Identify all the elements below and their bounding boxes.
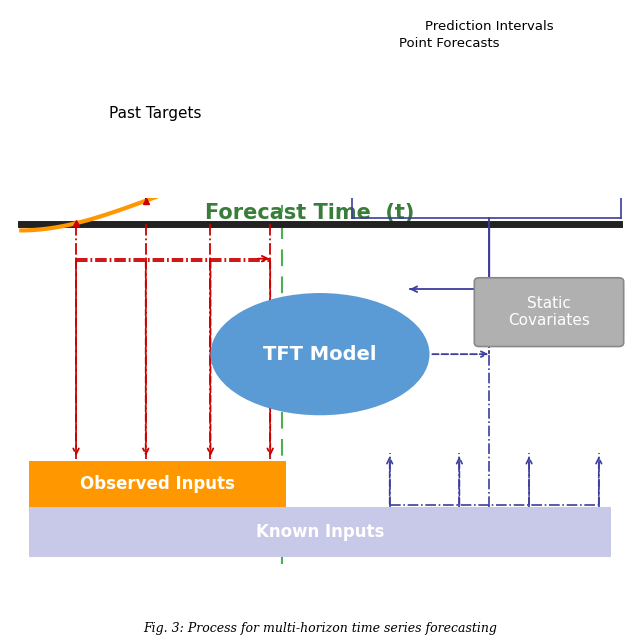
Text: Known Inputs: Known Inputs <box>256 523 384 541</box>
Text: TFT Model: TFT Model <box>263 345 377 363</box>
Text: Past Targets: Past Targets <box>109 106 202 121</box>
Text: Fig. 3: Process for multi-horizon time series forecasting: Fig. 3: Process for multi-horizon time s… <box>143 621 497 634</box>
Text: Prediction Intervals: Prediction Intervals <box>425 21 554 33</box>
Text: Observed Inputs: Observed Inputs <box>80 475 235 493</box>
Text: Static
Covariates: Static Covariates <box>508 296 590 328</box>
Text: Forecast Time  (t): Forecast Time (t) <box>205 203 415 223</box>
Text: Point Forecasts: Point Forecasts <box>399 37 500 50</box>
FancyBboxPatch shape <box>474 278 623 347</box>
Ellipse shape <box>211 293 429 415</box>
FancyBboxPatch shape <box>29 507 611 557</box>
FancyBboxPatch shape <box>29 461 286 507</box>
